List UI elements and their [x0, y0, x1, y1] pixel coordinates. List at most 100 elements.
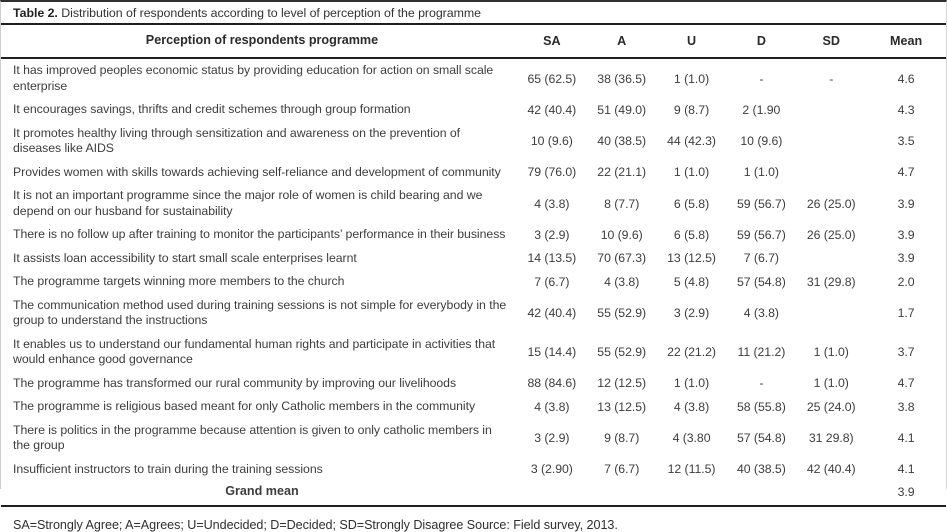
cell-sd: 25 (24.0) — [806, 399, 856, 414]
cell-mean: 3.8 — [897, 399, 915, 414]
cell-u: 1 (1.0) — [673, 71, 710, 86]
cell-mean: 3.5 — [897, 134, 915, 148]
cell-mean: 3.9 — [897, 227, 915, 242]
cell-perception: It has improved peoples economic status … — [13, 63, 494, 93]
cell-sd — [796, 139, 866, 143]
cell-mean: 4.7 — [897, 376, 915, 391]
cell-d: 59 (56.7) — [736, 196, 786, 211]
table-row: It enables us to understand our fundamen… — [1, 333, 946, 372]
cell-sd — [796, 256, 866, 260]
cell-sa: 14 (13.5) — [527, 251, 577, 266]
table-row: It encourages savings, thrifts and credi… — [1, 98, 946, 122]
table-row: The programme is religious based meant f… — [1, 395, 946, 419]
column-header-mean: Mean — [889, 34, 923, 48]
cell-sa: 79 (76.0) — [527, 165, 577, 180]
cell-d: 7 (6.7) — [743, 251, 779, 266]
cell-perception: The programme is religious based meant f… — [13, 399, 476, 413]
cell-u: 6 (5.8) — [673, 227, 710, 242]
grand-mean-row: Grand mean 3.9 — [1, 481, 946, 505]
cell-a: 55 (52.9) — [597, 306, 647, 320]
table-footnote: SA=Strongly Agree; A=Agrees; U=Undecided… — [13, 517, 618, 532]
rule-above-header — [1, 23, 946, 25]
cell-perception: It promotes healthy living through sensi… — [13, 125, 461, 156]
cell-a: 7 (6.7) — [604, 462, 640, 477]
grand-mean-value: 3.9 — [897, 484, 915, 499]
cell-d: 1 (1.0) — [743, 165, 779, 180]
cell-d: 10 (9.6) — [740, 134, 783, 148]
cell-a: 13 (12.5) — [597, 399, 647, 414]
table-row: Insufficient instructors to train during… — [1, 458, 946, 482]
column-header-u: U — [686, 34, 697, 48]
table-header-row: Perception of respondents programme SA A… — [1, 25, 946, 57]
cell-a: 51 (49.0) — [597, 102, 647, 117]
cell-mean: 2.0 — [897, 274, 915, 289]
cell-sa: 3 (2.9) — [534, 431, 570, 445]
cell-u: 6 (5.8) — [673, 196, 710, 211]
cell-sd: 1 (1.0) — [813, 376, 849, 391]
cell-mean: 4.7 — [897, 165, 915, 180]
cell-mean: 3.9 — [897, 251, 915, 266]
column-header-sa: SA — [543, 34, 561, 48]
table-caption-label: Table 2. — [13, 6, 58, 20]
cell-sa: 4 (3.8) — [534, 399, 570, 414]
cell-sd: 31 (29.8) — [806, 274, 856, 289]
cell-u: 4 (3.8) — [673, 399, 710, 414]
cell-sd: 1 (1.0) — [813, 345, 849, 359]
cell-a: 22 (21.1) — [597, 165, 647, 180]
cell-sa: 10 (9.6) — [530, 134, 573, 148]
cell-u: 44 (42.3) — [667, 134, 716, 148]
table-row: It assists loan accessibility to start s… — [1, 247, 946, 271]
rule-below-header — [1, 57, 946, 59]
cell-sd — [796, 108, 866, 112]
cell-perception: Insufficient instructors to train during… — [13, 461, 323, 476]
column-header-sd: SD — [822, 34, 840, 48]
cell-d: 2 (1.90 — [742, 102, 781, 117]
cell-d: 4 (3.8) — [743, 306, 779, 320]
cell-sd: 26 (25.0) — [806, 227, 856, 242]
cell-sa: 4 (3.8) — [534, 196, 570, 211]
cell-d: 57 (54.8) — [736, 431, 786, 445]
cell-u — [657, 490, 727, 494]
cell-sa: 65 (62.5) — [527, 71, 577, 86]
cell-u: 22 (21.2) — [667, 345, 716, 359]
cell-sa — [517, 490, 587, 494]
table-row: Provides women with skills towards achie… — [1, 161, 946, 185]
cell-mean: 4.1 — [897, 431, 915, 445]
cell-sa: 15 (14.4) — [527, 345, 577, 359]
cell-sd — [796, 490, 866, 494]
cell-a: 40 (38.5) — [597, 134, 647, 148]
cell-d: - — [759, 376, 764, 391]
cell-d: 11 (21.2) — [737, 345, 786, 359]
cell-sa: 3 (2.9) — [534, 227, 570, 242]
table-caption: Table 2. Distribution of respondents acc… — [1, 2, 946, 23]
grand-mean-label: Grand mean — [225, 484, 299, 498]
cell-u: 13 (12.5) — [667, 251, 716, 266]
cell-mean: 3.9 — [897, 196, 915, 211]
cell-sd: 26 (25.0) — [806, 196, 856, 211]
cell-perception: The communication method used during tra… — [13, 297, 507, 328]
cell-sa: 88 (84.6) — [527, 376, 577, 391]
cell-perception: It encourages savings, thrifts and credi… — [13, 102, 411, 116]
cell-perception: The programme has transformed our rural … — [13, 375, 457, 390]
cell-perception: The programme targets winning more membe… — [13, 274, 345, 288]
table-row: The communication method used during tra… — [1, 294, 946, 333]
cell-sd: 42 (40.4) — [806, 462, 856, 477]
cell-u: 1 (1.0) — [673, 165, 710, 180]
cell-mean: 1.7 — [897, 306, 915, 320]
column-header-d: D — [756, 34, 766, 48]
cell-d: 40 (38.5) — [736, 462, 786, 477]
cell-a: 10 (9.6) — [600, 227, 643, 242]
cell-u: 5 (4.8) — [673, 274, 710, 289]
column-header-perception: Perception of respondents programme — [145, 33, 379, 48]
cell-u: 3 (2.9) — [673, 306, 710, 320]
cell-d: 59 (56.7) — [736, 227, 786, 242]
cell-perception: It enables us to understand our fundamen… — [13, 336, 496, 367]
cell-perception: There is no follow up after training to … — [13, 227, 506, 241]
cell-perception: Provides women with skills towards achie… — [13, 164, 501, 179]
cell-u: 1 (1.0) — [673, 376, 710, 391]
cell-a: 9 (8.7) — [604, 431, 640, 445]
table-row: There is politics in the programme becau… — [1, 419, 946, 458]
cell-d: 58 (55.8) — [736, 399, 786, 414]
cell-perception: There is politics in the programme becau… — [13, 422, 492, 453]
